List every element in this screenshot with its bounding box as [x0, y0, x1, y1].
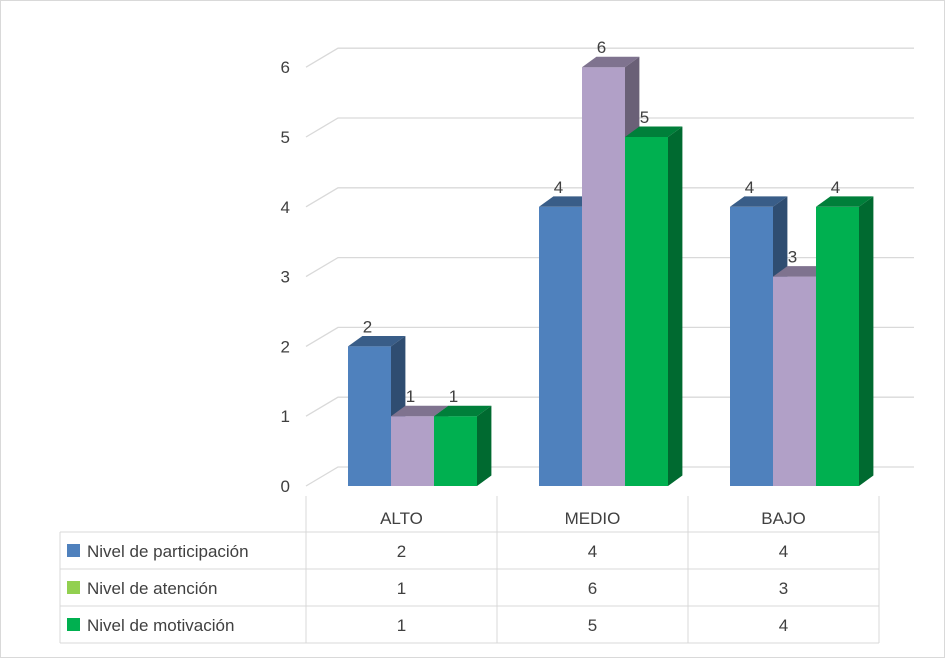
data-labels: 2 1 1 4 6 5 4 3 4: [363, 38, 840, 406]
bar-front: [348, 346, 391, 486]
bar-front: [434, 416, 477, 486]
gridline: [305, 466, 914, 487]
table-cell: 1: [397, 579, 406, 598]
data-label: 1: [449, 387, 458, 406]
bar-top: [348, 335, 406, 347]
legend-entry: Nivel de motivación: [87, 616, 234, 635]
data-label: 2: [363, 317, 372, 336]
table-cell: 4: [779, 542, 788, 561]
bar: [348, 335, 406, 486]
x-tick-label: MEDIO: [565, 509, 621, 528]
bar-front: [816, 206, 859, 487]
bar-top: [434, 405, 492, 417]
gridline: [305, 256, 914, 278]
bar-top: [582, 56, 640, 68]
y-tick-label: 5: [281, 128, 290, 147]
bars: [348, 56, 874, 487]
bar-top: [391, 405, 449, 417]
bar: [816, 196, 874, 487]
y-axis: 0 1 2 3 4 5 6: [281, 58, 290, 496]
data-label: 4: [554, 178, 563, 197]
bar: [434, 405, 492, 486]
bar: [625, 126, 683, 487]
table-cell: 4: [588, 542, 597, 561]
y-tick-label: 0: [281, 477, 290, 496]
data-label: 3: [788, 248, 797, 267]
data-label: 5: [640, 108, 649, 127]
bar-top: [816, 196, 874, 207]
data-label: 1: [406, 387, 415, 406]
legend-key: [67, 618, 80, 631]
x-tick-label: ALTO: [380, 509, 423, 528]
gridline: [305, 396, 914, 417]
data-label: 4: [745, 178, 754, 197]
y-tick-label: 6: [281, 58, 290, 77]
bar-front: [773, 276, 816, 486]
bar-top: [625, 126, 683, 137]
y-tick-label: 3: [281, 268, 290, 287]
y-tick-label: 1: [281, 407, 290, 426]
table-cell: 3: [779, 579, 788, 598]
y-tick-label: 4: [281, 198, 290, 217]
data-label: 4: [831, 178, 840, 197]
bar-side: [668, 126, 683, 487]
table-cell: 2: [397, 542, 406, 561]
bar-front: [391, 416, 434, 486]
x-tick-label: BAJO: [761, 509, 805, 528]
gridline: [305, 326, 914, 347]
table-cell: 1: [397, 616, 406, 635]
y-tick-label: 2: [281, 337, 290, 356]
legend-entry: Nivel de participación: [87, 542, 249, 561]
bar-front: [730, 206, 773, 487]
data-label: 6: [597, 38, 606, 57]
gridline: [305, 47, 914, 68]
bar-side: [859, 196, 874, 486]
bar-front: [539, 206, 582, 487]
data-table: ALTO MEDIO BAJO Nivel de participación 2 4 4 Ni…: [59, 496, 880, 644]
legend-entry: Nivel de atención: [87, 579, 217, 598]
table-cell: 6: [588, 579, 597, 598]
bar-side: [477, 405, 492, 486]
bar-front: [582, 67, 625, 486]
gridline: [305, 187, 914, 208]
bar-front: [625, 137, 668, 486]
gridlines: [305, 47, 914, 487]
gridline: [305, 117, 914, 138]
table-cell: 5: [588, 616, 597, 635]
table-cell: 4: [779, 616, 788, 635]
legend-key: [67, 544, 80, 557]
bar-top: [730, 196, 788, 207]
legend-key: [67, 581, 80, 594]
